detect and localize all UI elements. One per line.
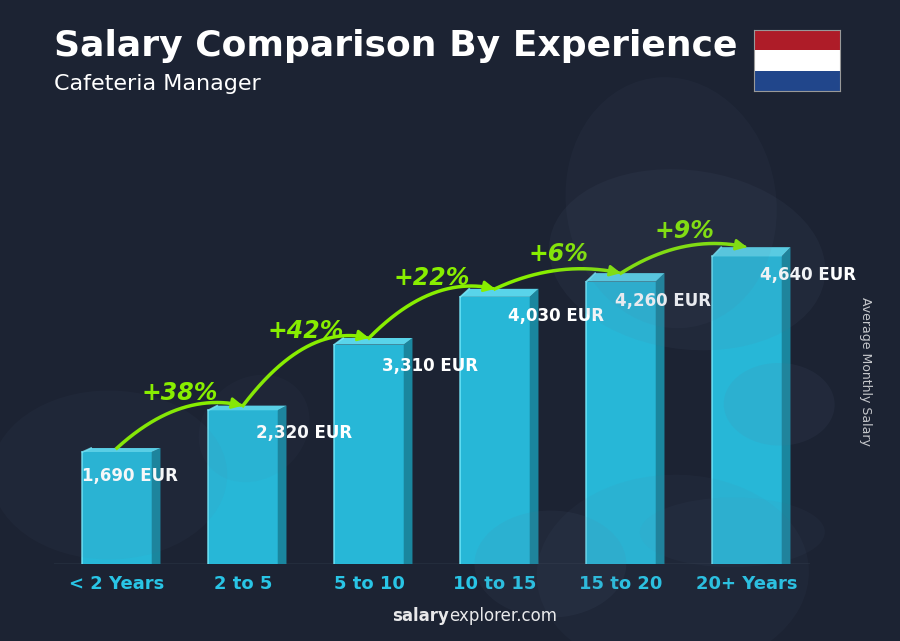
Polygon shape [277,406,286,564]
Polygon shape [712,256,781,564]
Ellipse shape [474,510,626,618]
Text: Average Monthly Salary: Average Monthly Salary [860,297,872,446]
Polygon shape [781,247,790,564]
Polygon shape [655,273,664,564]
Polygon shape [208,410,277,564]
Bar [754,71,840,91]
Bar [754,51,840,71]
Polygon shape [208,406,286,410]
Polygon shape [334,345,403,564]
Text: +6%: +6% [528,242,588,266]
Ellipse shape [640,497,824,567]
Text: salary: salary [392,607,449,625]
Text: 2,320 EUR: 2,320 EUR [256,424,352,442]
Polygon shape [529,289,538,564]
Text: +22%: +22% [394,265,470,290]
Text: +42%: +42% [268,319,344,343]
Text: 4,640 EUR: 4,640 EUR [760,266,856,284]
Polygon shape [712,247,790,256]
Polygon shape [403,338,412,564]
Ellipse shape [0,390,227,560]
Polygon shape [151,448,160,564]
Polygon shape [83,452,151,564]
Text: Cafeteria Manager: Cafeteria Manager [54,74,261,94]
Text: 3,310 EUR: 3,310 EUR [382,356,478,374]
Bar [754,30,840,51]
Text: 1,690 EUR: 1,690 EUR [82,467,177,485]
Polygon shape [586,273,664,281]
Text: +9%: +9% [654,219,714,242]
Ellipse shape [724,363,834,445]
Text: Salary Comparison By Experience: Salary Comparison By Experience [54,29,737,63]
Polygon shape [83,448,160,452]
Polygon shape [460,289,538,297]
Polygon shape [334,338,412,345]
Text: 4,030 EUR: 4,030 EUR [508,308,604,326]
Ellipse shape [536,475,809,641]
Polygon shape [586,281,655,564]
Text: +38%: +38% [142,381,218,404]
Ellipse shape [549,169,825,350]
Polygon shape [460,297,529,564]
Ellipse shape [565,77,777,328]
Text: 4,260 EUR: 4,260 EUR [615,292,711,310]
Text: explorer.com: explorer.com [449,607,557,625]
